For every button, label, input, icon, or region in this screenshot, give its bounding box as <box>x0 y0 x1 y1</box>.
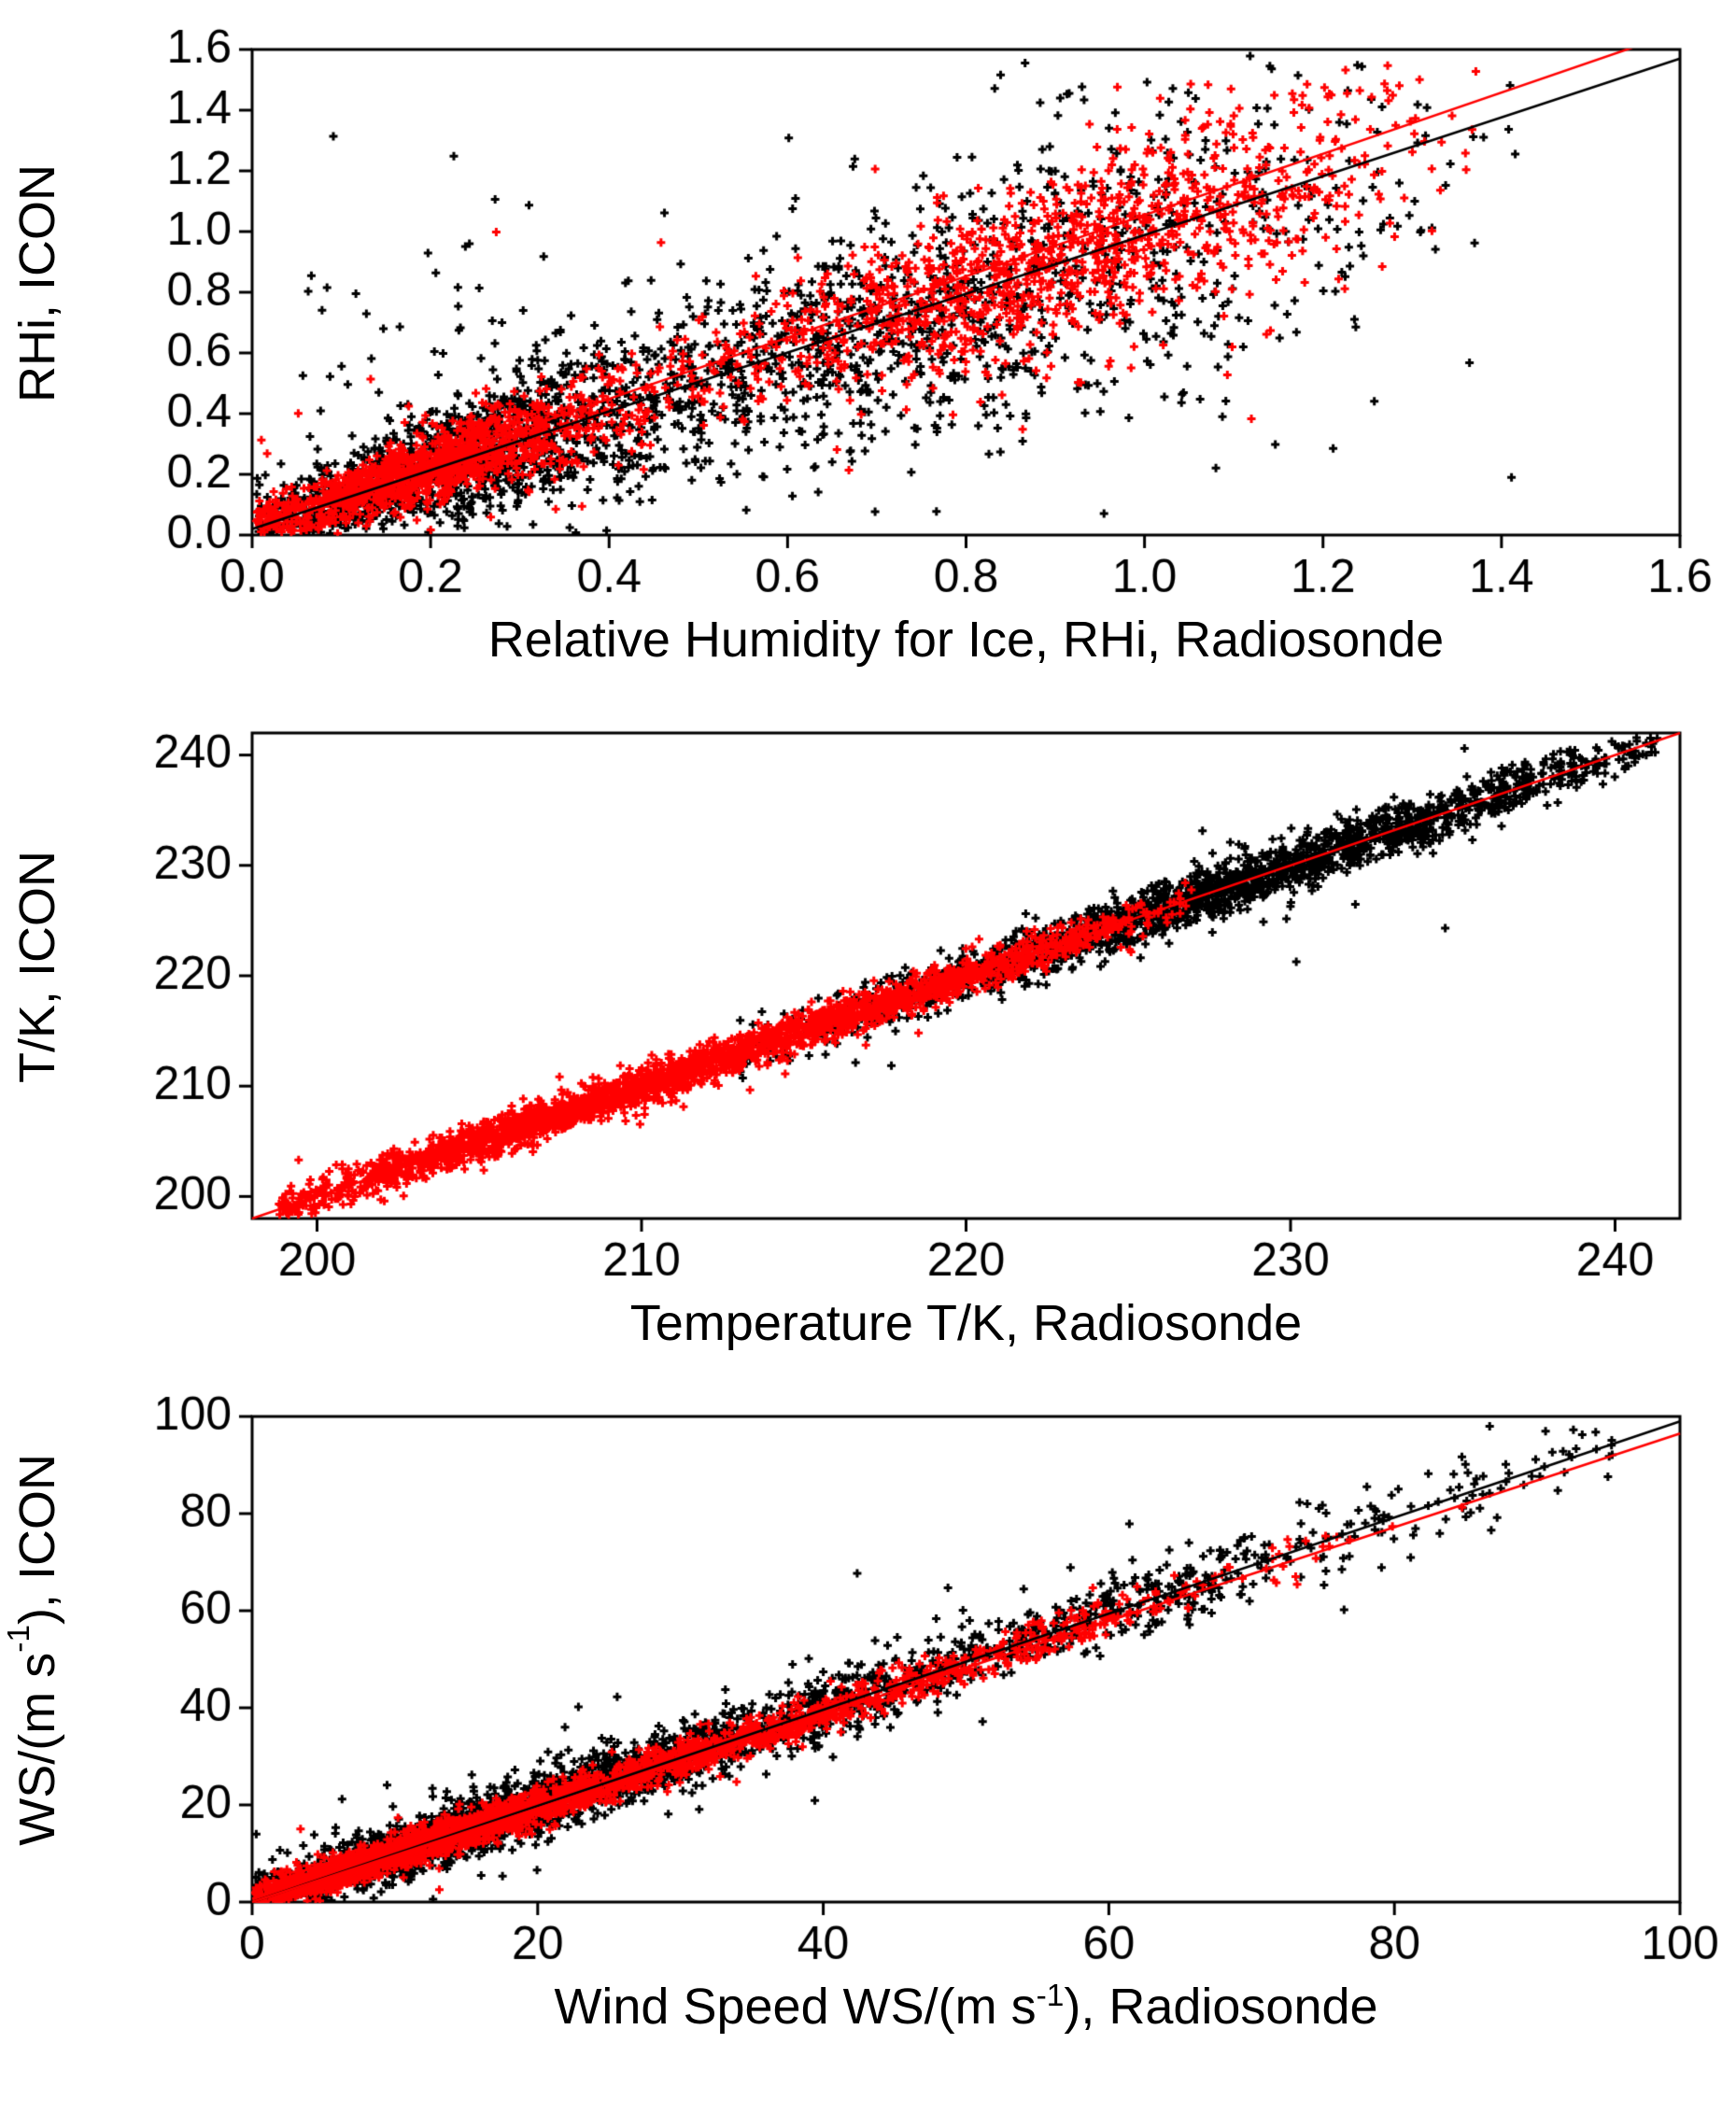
windspeed-scatter-canvas <box>65 1374 1736 1982</box>
temperature-scatter-canvas <box>65 691 1736 1299</box>
chart-panel-temperature: T/K, ICON Temperature T/K, Radiosonde <box>0 691 1736 1352</box>
windspeed-y-axis-label: WS/(m s-1), ICON <box>1 1454 65 1847</box>
plot-area-wrap: Temperature T/K, Radiosonde <box>65 691 1736 1352</box>
temperature-y-axis-label: T/K, ICON <box>4 850 65 1083</box>
plot-area-wrap: Wind Speed WS/(m s-1), Radiosonde <box>65 1374 1736 2036</box>
y-label-text: RHi, ICON <box>8 163 65 402</box>
x-label-text-post: ), Radiosonde <box>1064 1979 1378 2036</box>
y-label-text-post: ), ICON <box>8 1454 65 1626</box>
figure: RHi, ICON Relative Humidity for Ice, RHi… <box>0 7 1736 2036</box>
rhi-x-axis-label: Relative Humidity for Ice, RHi, Radioson… <box>252 611 1680 669</box>
temperature-x-axis-label: Temperature T/K, Radiosonde <box>252 1294 1680 1352</box>
x-label-text: Temperature T/K, Radiosonde <box>629 1295 1303 1352</box>
x-label-text: Relative Humidity for Ice, RHi, Radioson… <box>487 612 1445 668</box>
y-axis-label-column: T/K, ICON <box>0 691 65 1242</box>
rhi-scatter-canvas <box>65 7 1736 614</box>
y-axis-label-column: RHi, ICON <box>0 7 65 558</box>
y-label-text: WS/(m s <box>8 1653 65 1847</box>
x-label-sup: -1 <box>1036 1979 1065 2014</box>
x-label-text: Wind Speed WS/(m s <box>554 1979 1037 2036</box>
y-label-sup: -1 <box>1 1625 36 1654</box>
rhi-y-axis-label: RHi, ICON <box>4 163 65 402</box>
plot-area-wrap: Relative Humidity for Ice, RHi, Radioson… <box>65 7 1736 669</box>
y-label-text: T/K, ICON <box>8 850 65 1083</box>
chart-panel-rhi: RHi, ICON Relative Humidity for Ice, RHi… <box>0 7 1736 669</box>
windspeed-x-axis-label: Wind Speed WS/(m s-1), Radiosonde <box>252 1978 1680 2036</box>
chart-panel-windspeed: WS/(m s-1), ICON Wind Speed WS/(m s-1), … <box>0 1374 1736 2036</box>
y-axis-label-column: WS/(m s-1), ICON <box>0 1374 65 1925</box>
